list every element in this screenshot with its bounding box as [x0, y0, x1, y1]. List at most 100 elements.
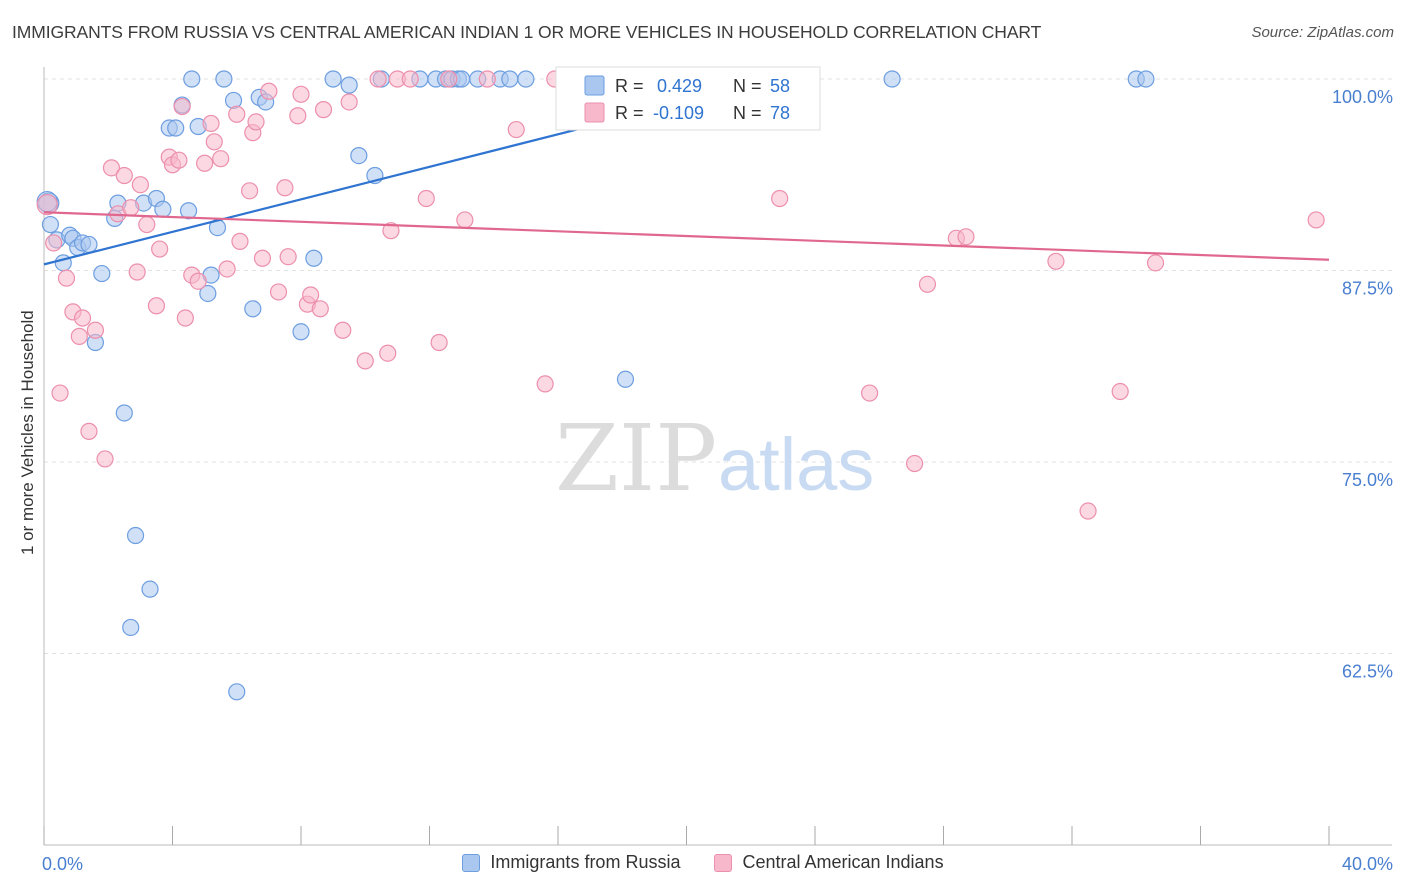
data-point-central-american-indians [45, 234, 63, 252]
data-point-russia [93, 264, 111, 283]
data-point-central-american-indians [440, 70, 458, 88]
trend-line-central-american-indians [43, 211, 1330, 261]
data-point-central-american-indians [382, 222, 400, 240]
data-point-central-american-indians [36, 194, 58, 216]
data-point-russia [41, 215, 60, 234]
data-point-central-american-indians [260, 82, 278, 100]
data-point-russia [126, 526, 145, 545]
stats-n-label-blue: N = [733, 76, 762, 96]
data-point-central-american-indians [228, 105, 246, 123]
data-point-russia [183, 70, 201, 88]
data-point-central-american-indians [122, 199, 140, 217]
data-point-central-american-indians [96, 450, 114, 468]
data-point-russia [324, 70, 342, 88]
stats-n-label-pink: N = [733, 103, 762, 123]
legend-item-russia[interactable]: Immigrants from Russia [462, 852, 680, 873]
data-point-russia [80, 235, 98, 254]
legend-label-central-american-indians: Central American Indians [742, 852, 944, 872]
data-point-russia [501, 70, 519, 88]
data-point-central-american-indians [1146, 254, 1165, 272]
data-point-central-american-indians [292, 85, 310, 103]
data-point-central-american-indians [276, 179, 294, 197]
data-point-central-american-indians [73, 309, 92, 327]
stats-r-label-blue: R = [615, 76, 644, 96]
data-point-central-american-indians [170, 151, 188, 169]
data-point-central-american-indians [536, 375, 554, 393]
watermark-atlas: atlas [718, 423, 874, 506]
data-point-russia [167, 119, 185, 137]
data-point-central-american-indians [379, 344, 397, 362]
data-point-central-american-indians [456, 211, 474, 229]
data-point-central-american-indians [861, 384, 879, 402]
data-point-russia [215, 70, 233, 88]
x-tick-label-max: 40.0% [1342, 854, 1393, 874]
data-point-central-american-indians [115, 166, 133, 185]
data-point-russia [115, 404, 133, 422]
data-point-central-american-indians [231, 232, 249, 250]
axes [43, 67, 1392, 846]
data-point-central-american-indians [147, 297, 166, 315]
data-point-russia [350, 147, 368, 165]
y-tick-label: 100.0% [1332, 87, 1393, 107]
source-label: Source: ZipAtlas.com [1251, 24, 1394, 41]
stats-r-value-blue: 0.429 [657, 76, 702, 96]
data-point-central-american-indians [138, 215, 156, 234]
data-point-russia [305, 249, 323, 267]
data-point-central-american-indians [173, 97, 191, 116]
legend-swatch-pink [714, 853, 733, 872]
data-point-central-american-indians [86, 321, 105, 339]
data-point-russia [154, 200, 172, 218]
data-point-central-american-indians [102, 159, 121, 177]
data-point-central-american-indians [70, 327, 88, 345]
data-point-central-american-indians [196, 154, 214, 172]
data-point-central-american-indians [302, 286, 320, 304]
data-point-central-american-indians [253, 249, 272, 267]
data-point-russia [292, 323, 310, 341]
data-point-central-american-indians [57, 269, 76, 287]
data-point-central-american-indians [241, 182, 259, 200]
data-point-russia [141, 580, 159, 598]
data-point-central-american-indians [356, 352, 374, 370]
data-point-russia [228, 683, 246, 701]
grid-lines [44, 78, 1392, 654]
series-legend: Immigrants from Russia Central American … [0, 852, 1406, 873]
legend-item-central-american-indians[interactable]: Central American Indians [714, 852, 944, 873]
data-point-central-american-indians [218, 260, 236, 278]
data-point-central-american-indians [176, 309, 194, 327]
data-point-russia [883, 70, 901, 88]
data-point-central-american-indians [478, 70, 496, 88]
data-point-central-american-indians [957, 228, 975, 246]
data-point-central-american-indians [289, 107, 307, 125]
data-point-russia [244, 300, 262, 318]
data-point-russia [179, 202, 198, 220]
data-points [36, 70, 1325, 701]
chart-title: IMMIGRANTS FROM RUSSIA VS CENTRAL AMERIC… [12, 22, 1042, 42]
data-point-central-american-indians [1307, 211, 1325, 229]
data-point-russia [517, 70, 535, 88]
data-point-central-american-indians [151, 240, 169, 258]
stats-r-value-pink: -0.109 [653, 103, 704, 123]
data-point-russia [122, 618, 140, 637]
data-point-central-american-indians [369, 70, 387, 88]
data-point-central-american-indians [918, 275, 937, 293]
data-point-central-american-indians [771, 189, 789, 208]
stats-r-label-pink: R = [615, 103, 644, 123]
watermark: ZIP atlas [555, 405, 874, 512]
data-point-central-american-indians [417, 189, 435, 208]
stats-n-value-pink: 78 [770, 103, 790, 123]
data-point-russia [199, 284, 217, 303]
y-tick-label: 75.0% [1342, 470, 1393, 490]
data-point-russia [1137, 70, 1155, 88]
data-point-central-american-indians [1047, 252, 1065, 270]
data-point-central-american-indians [131, 176, 149, 194]
stats-legend: R = 0.429 N = 58 R = -0.109 N = 78 [555, 66, 821, 131]
data-point-central-american-indians [80, 422, 98, 440]
data-point-central-american-indians [202, 114, 220, 133]
data-point-russia [616, 370, 635, 388]
data-point-russia [340, 76, 358, 94]
data-point-central-american-indians [189, 272, 207, 290]
legend-swatch-blue [462, 853, 481, 872]
stats-n-value-blue: 58 [770, 76, 790, 96]
data-point-central-american-indians [401, 70, 419, 88]
